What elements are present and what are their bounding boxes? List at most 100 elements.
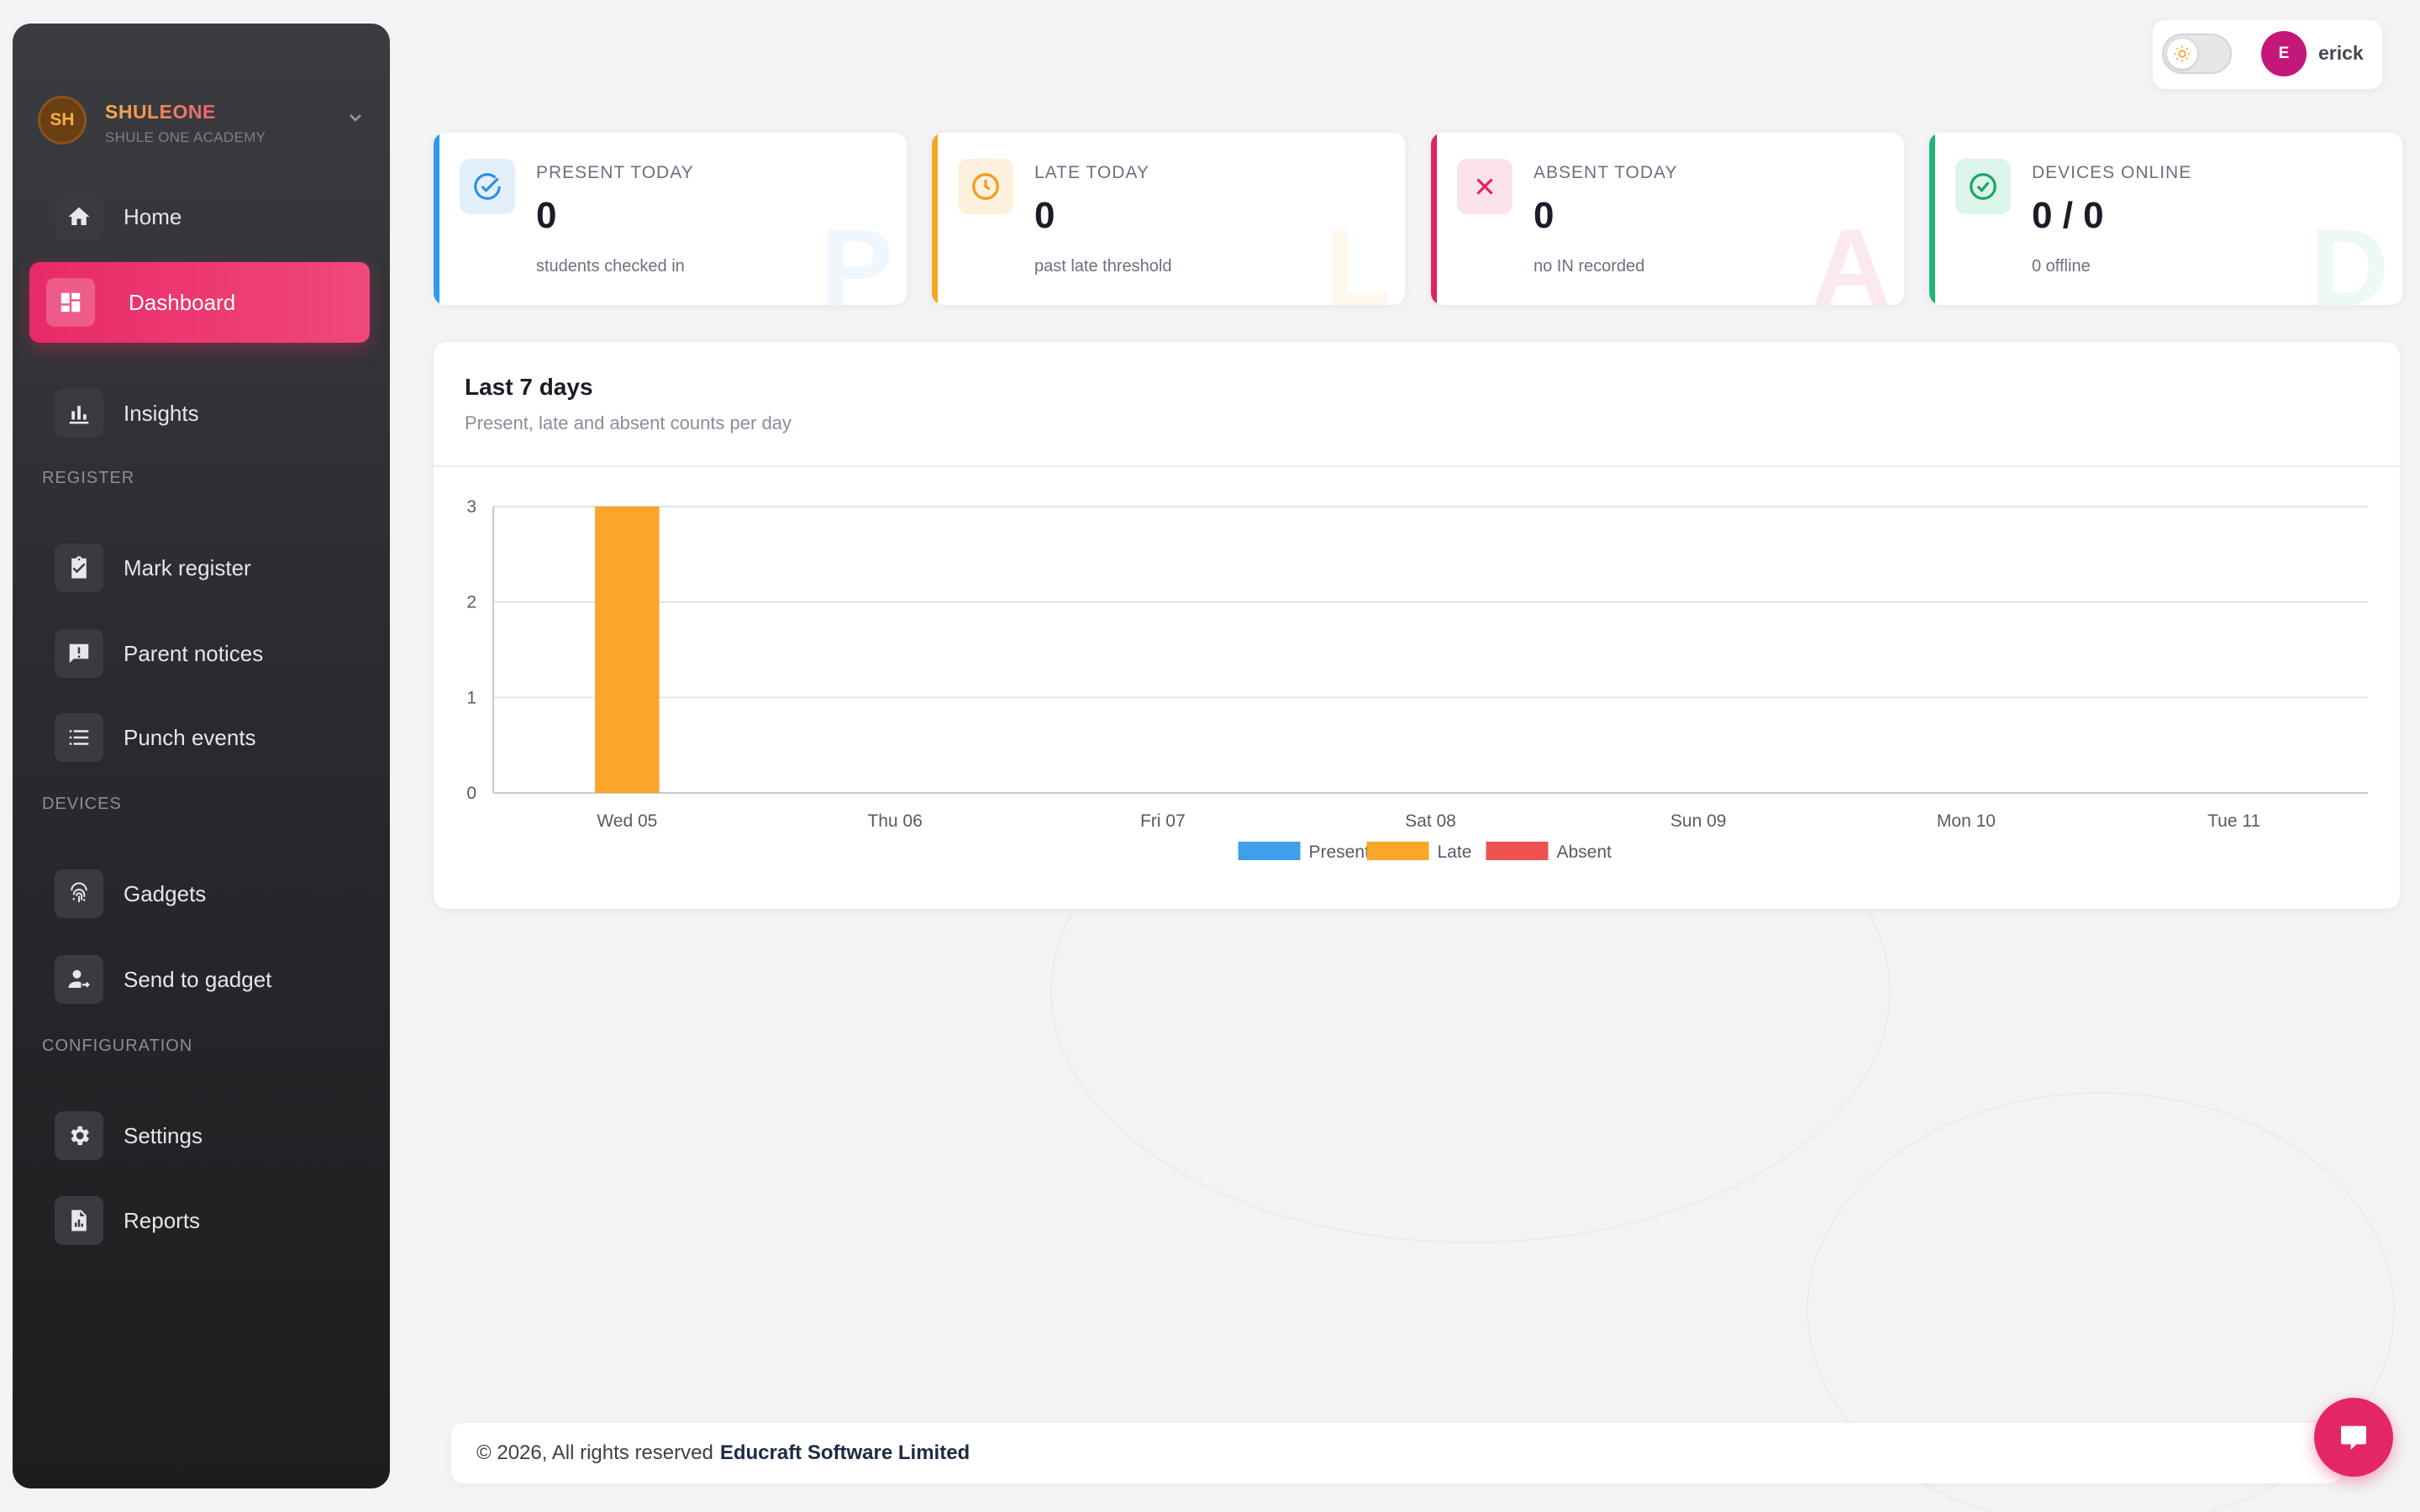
section-label-register: REGISTER <box>42 469 135 487</box>
stat-subtitle: 0 offline <box>2032 257 2091 276</box>
stat-subtitle: no IN recorded <box>1534 257 1645 276</box>
panel-title: Last 7 days <box>465 374 593 400</box>
bar-chart-icon <box>55 389 103 438</box>
card-accent-bar <box>1431 133 1437 305</box>
user-avatar[interactable]: E <box>2261 31 2307 76</box>
gear-icon <box>55 1111 103 1160</box>
footer-company: Educraft Software Limited <box>719 1441 971 1464</box>
card-accent-bar <box>932 133 938 305</box>
chat-button[interactable] <box>2314 1398 2393 1477</box>
check-circle-icon <box>460 159 515 214</box>
sidebar-item-parent-notices[interactable]: Parent notices <box>29 613 370 694</box>
stat-card-present: PRESENT TODAY 0 students checked in P <box>434 133 907 305</box>
legend-swatch <box>1366 842 1429 860</box>
sidebar-item-label: Insights <box>124 400 199 426</box>
x-tick-label: Tue 11 <box>2207 811 2260 831</box>
brand-switcher[interactable]: SH SHULEONE SHULE ONE ACADEMY <box>38 91 374 150</box>
sidebar-item-reports[interactable]: Reports <box>29 1180 370 1261</box>
dashboard-icon <box>46 278 95 327</box>
close-icon <box>1457 159 1512 214</box>
sidebar-item-label: Home <box>124 203 182 229</box>
x-tick-label: Mon 10 <box>1937 811 1996 831</box>
bar-late <box>595 507 660 793</box>
check-circle-icon <box>1955 159 2011 214</box>
sidebar-item-punch-events[interactable]: Punch events <box>29 697 370 778</box>
stat-watermark: D <box>2310 206 2389 305</box>
section-label-devices: DEVICES <box>42 795 122 813</box>
sidebar-item-label: Dashboard <box>129 289 236 315</box>
list-icon <box>55 713 103 762</box>
x-tick-label: Thu 06 <box>867 811 922 831</box>
section-label-configuration: CONFIGURATION <box>42 1037 193 1055</box>
stat-title: LATE TODAY <box>1034 163 1150 182</box>
sidebar-item-send-to-gadget[interactable]: Send to gadget <box>29 939 370 1020</box>
sidebar-item-mark-register[interactable]: Mark register <box>29 528 370 608</box>
sidebar-item-label: Punch events <box>124 724 256 750</box>
sidebar-item-label: Parent notices <box>124 640 264 666</box>
chevron-down-icon <box>350 114 361 122</box>
legend-swatch <box>1486 842 1549 860</box>
brand-name: SHULEONE <box>105 101 216 123</box>
clock-icon <box>958 159 1013 214</box>
sidebar-item-label: Gadgets <box>124 880 207 906</box>
footer-copyright: © 2026, All rights reserved <box>476 1441 713 1464</box>
brand-avatar: SH <box>38 96 87 144</box>
sidebar-item-settings[interactable]: Settings <box>29 1095 370 1176</box>
y-tick-label: 2 <box>466 593 476 612</box>
report-document-icon <box>55 1196 103 1245</box>
x-tick-label: Wed 05 <box>597 811 657 831</box>
stat-subtitle: students checked in <box>536 257 685 276</box>
announcement-icon <box>55 629 103 678</box>
y-tick-label: 0 <box>466 784 476 803</box>
footer: © 2026, All rights reserved Educraft Sof… <box>451 1423 2342 1483</box>
stat-card-absent: ABSENT TODAY 0 no IN recorded A <box>1431 133 1904 305</box>
fingerprint-icon <box>55 869 103 918</box>
user-name[interactable]: erick <box>2318 42 2364 64</box>
sidebar: SH SHULEONE SHULE ONE ACADEMY Home Dashb… <box>13 24 390 1488</box>
stat-value: 0 <box>1534 195 1555 236</box>
user-send-icon <box>55 955 103 1004</box>
stat-card-late: LATE TODAY 0 past late threshold L <box>932 133 1405 305</box>
divider <box>434 465 2400 467</box>
background-decoration <box>1807 1092 2395 1512</box>
y-tick-label: 1 <box>466 688 476 707</box>
attendance-bar-chart: 0 1 2 3 Wed 05 Thu 06 Fri 07 Sat 08 Sun 09 Mon 10… <box>466 497 2368 862</box>
sidebar-item-dashboard[interactable]: Dashboard <box>29 262 370 343</box>
stat-title: ABSENT TODAY <box>1534 163 1678 182</box>
x-tick-label: Sun 09 <box>1670 811 1727 831</box>
theme-toggle[interactable] <box>2162 34 2232 74</box>
legend-label: Present <box>1309 843 1370 862</box>
panel-subtitle: Present, late and absent counts per day <box>465 412 792 433</box>
stat-watermark: L <box>1324 206 1392 305</box>
legend-label: Late <box>1438 843 1472 862</box>
stat-subtitle: past late threshold <box>1034 257 1172 276</box>
sidebar-item-label: Reports <box>124 1207 201 1233</box>
top-bar: E erick <box>2153 20 2382 89</box>
sidebar-item-gadgets[interactable]: Gadgets <box>29 853 370 934</box>
sidebar-item-home[interactable]: Home <box>29 176 370 257</box>
home-icon <box>55 192 103 241</box>
card-accent-bar <box>1929 133 1935 305</box>
x-tick-label: Fri 07 <box>1140 811 1186 831</box>
sidebar-item-insights[interactable]: Insights <box>29 373 370 454</box>
stat-watermark: A <box>1812 206 1891 305</box>
attendance-chart-panel: Last 7 days Present, late and absent cou… <box>434 342 2400 909</box>
legend-swatch <box>1238 842 1301 860</box>
stat-title: DEVICES ONLINE <box>2032 163 2192 182</box>
sidebar-item-label: Mark register <box>124 554 251 580</box>
sidebar-item-label: Settings <box>124 1122 203 1148</box>
card-accent-bar <box>434 133 439 305</box>
chat-bubble-icon <box>2341 1425 2366 1450</box>
legend-label: Absent <box>1557 843 1612 862</box>
sidebar-item-label: Send to gadget <box>124 966 272 992</box>
stat-value: 0 <box>536 195 557 236</box>
stat-value: 0 / 0 <box>2032 195 2104 236</box>
sun-icon <box>2167 39 2197 69</box>
x-tick-label: Sat 08 <box>1405 811 1456 831</box>
stat-card-devices: DEVICES ONLINE 0 / 0 0 offline D <box>1929 133 2402 305</box>
clipboard-check-icon <box>55 543 103 592</box>
stat-title: PRESENT TODAY <box>536 163 694 182</box>
y-tick-label: 3 <box>466 497 476 517</box>
stat-watermark: P <box>820 206 893 305</box>
brand-subtitle: SHULE ONE ACADEMY <box>105 129 266 145</box>
